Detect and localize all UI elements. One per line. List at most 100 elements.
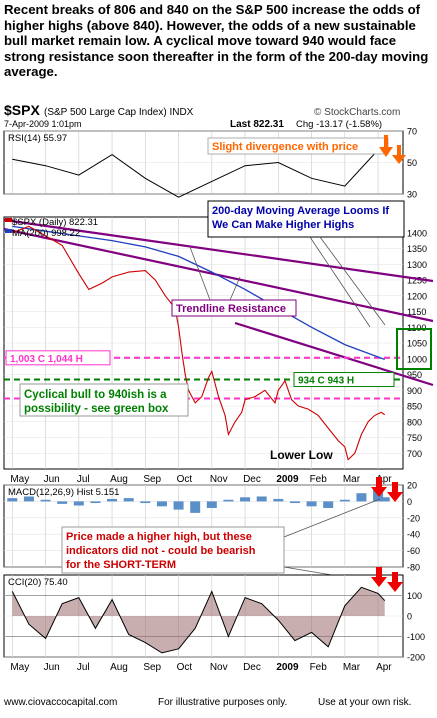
x-axis-label: Apr (376, 662, 392, 673)
macd-hist-bar (273, 498, 284, 502)
ma-annotation-box (207, 200, 405, 238)
macd-arrow-icon (387, 482, 403, 502)
macd-tick-label: -20 (407, 513, 420, 523)
macd-hist-bar (7, 498, 18, 502)
macd-hist-bar (90, 501, 101, 504)
symbol: $SPX (4, 102, 40, 118)
x-axis-label: Mar (343, 662, 361, 673)
cci-tick-label: -100 (407, 632, 425, 642)
macd-hist-bar (156, 501, 167, 507)
cyclical-annotation-text: Cyclical bull to 940ish is a possibility … (24, 389, 169, 415)
macd-hist-bar (107, 498, 118, 502)
ma-pointer-line (319, 236, 386, 326)
rsi-arrow-icon (379, 135, 393, 157)
legend-price: $SPX (Daily) 822.31 (12, 217, 98, 228)
x-axis-label: Mar (343, 474, 361, 485)
level-label: 934 C 943 H (298, 376, 354, 387)
legend-swatch-price (5, 218, 12, 222)
ma200-line (12, 225, 385, 361)
stockcharts-branding: © StockCharts.com (314, 107, 400, 118)
macd-hist-bar (379, 497, 390, 502)
divergence-annotation-box (61, 526, 285, 574)
upper-trendline (3, 218, 434, 283)
macd-arrow-icon (371, 477, 387, 497)
macd-hist-bar (356, 493, 367, 502)
lower-trendline (234, 321, 434, 387)
level-label-box (293, 372, 395, 388)
macd-tick-label: -80 (407, 563, 420, 573)
macd-tick-label: 20 (407, 481, 417, 491)
x-axis-label: 2009 (276, 474, 299, 485)
macd-tick-label: -40 (407, 530, 420, 540)
macd-hist-bar (323, 501, 334, 508)
price-tick-label: 1000 (407, 354, 427, 364)
stock-chart: $SPX (S&P 500 Large Cap Index) INDX © Stoc… (3, 102, 434, 673)
footer-illustrative: For illustrative purposes only. (158, 697, 288, 708)
macd-hist-bar (123, 498, 134, 502)
macd-hist-bar (57, 501, 68, 504)
x-axis-label: Nov (210, 474, 228, 485)
cci-arrow-icon (387, 572, 403, 592)
macd-hist-bar (73, 501, 84, 506)
ma-annotation-text: 200-day Moving Average Looms If We Can Ma… (212, 205, 389, 231)
macd-tick-label: 0 (407, 497, 412, 507)
price-tick-label: 950 (407, 370, 422, 380)
price-tick-label: 1300 (407, 260, 427, 270)
macd-tick-label: -60 (407, 546, 420, 556)
rsi-title: RSI(14) 55.97 (8, 133, 67, 144)
x-axis-label: Aug (110, 474, 128, 485)
macd-hist-bar (173, 501, 184, 510)
legend-ma200: MA(200) 998.22 (12, 228, 80, 239)
x-axis-label: Feb (310, 662, 328, 673)
price-tick-label: 850 (407, 402, 422, 412)
macd-hist-bar (206, 501, 217, 508)
x-axis-label: Dec (243, 662, 261, 673)
x-axis-label: Jul (77, 474, 90, 485)
x-axis-label: Jul (77, 662, 90, 673)
macd-hist-bar (23, 496, 34, 502)
price-tick-label: 1050 (407, 339, 427, 349)
x-axis-label: Jun (44, 662, 60, 673)
lower-low-label: Lower Low (270, 448, 333, 462)
rsi-tick-label: 70 (407, 127, 417, 137)
rsi-tick-label: 30 (407, 190, 417, 200)
x-axis-label: May (10, 474, 29, 485)
level-label: 1,003 C 1,044 H (10, 354, 83, 365)
trendline-annotation-text: Trendline Resistance (176, 303, 286, 315)
price-tick-label: 900 (407, 386, 422, 396)
x-axis-label: Nov (210, 662, 228, 673)
x-axis-label: Oct (177, 662, 193, 673)
level-label-box (5, 350, 111, 366)
rsi-arrow-icon (392, 145, 406, 164)
macd-hist-bar (40, 499, 51, 502)
price-tick-label: 1250 (407, 276, 427, 286)
macd-title: MACD(12,26,9) Hist 5.151 (8, 487, 119, 498)
macd-hist-bar (240, 497, 251, 502)
footer-risk: Use at your own risk. (318, 697, 412, 708)
x-axis-label: Oct (177, 474, 193, 485)
trendline-annotation-box (171, 299, 297, 317)
cci-tick-label: 100 (407, 591, 422, 601)
x-axis-label: Dec (243, 474, 261, 485)
divergence-pointer (283, 498, 381, 538)
price-tick-label: 1400 (407, 228, 427, 238)
x-axis-label: Apr (376, 474, 392, 485)
cci-tick-label: -200 (407, 653, 425, 663)
footer-site[interactable]: www.ciovaccocapital.com (4, 697, 118, 708)
price-tick-label: 700 (407, 449, 422, 459)
price-tick-label: 1350 (407, 244, 427, 254)
macd-hist-bar (190, 501, 201, 513)
intro-text: Recent breaks of 806 and 840 on the S&P … (4, 2, 429, 79)
macd-hist-bar (306, 501, 317, 507)
cci-tick-label: 0 (407, 612, 412, 622)
divergence-annotation-text: Price made a higher high, but these indic… (66, 531, 256, 571)
macd-hist-bar (223, 499, 234, 502)
last-price: Last 822.31 (230, 119, 284, 130)
x-axis-label: Sep (143, 474, 161, 485)
cci-arrow-icon (371, 567, 387, 587)
cci-line (11, 586, 386, 654)
rsi-line (12, 149, 379, 198)
x-axis-label: 2009 (276, 662, 299, 673)
trendline-pointer (229, 276, 241, 301)
legend-swatch-ma (5, 229, 12, 233)
